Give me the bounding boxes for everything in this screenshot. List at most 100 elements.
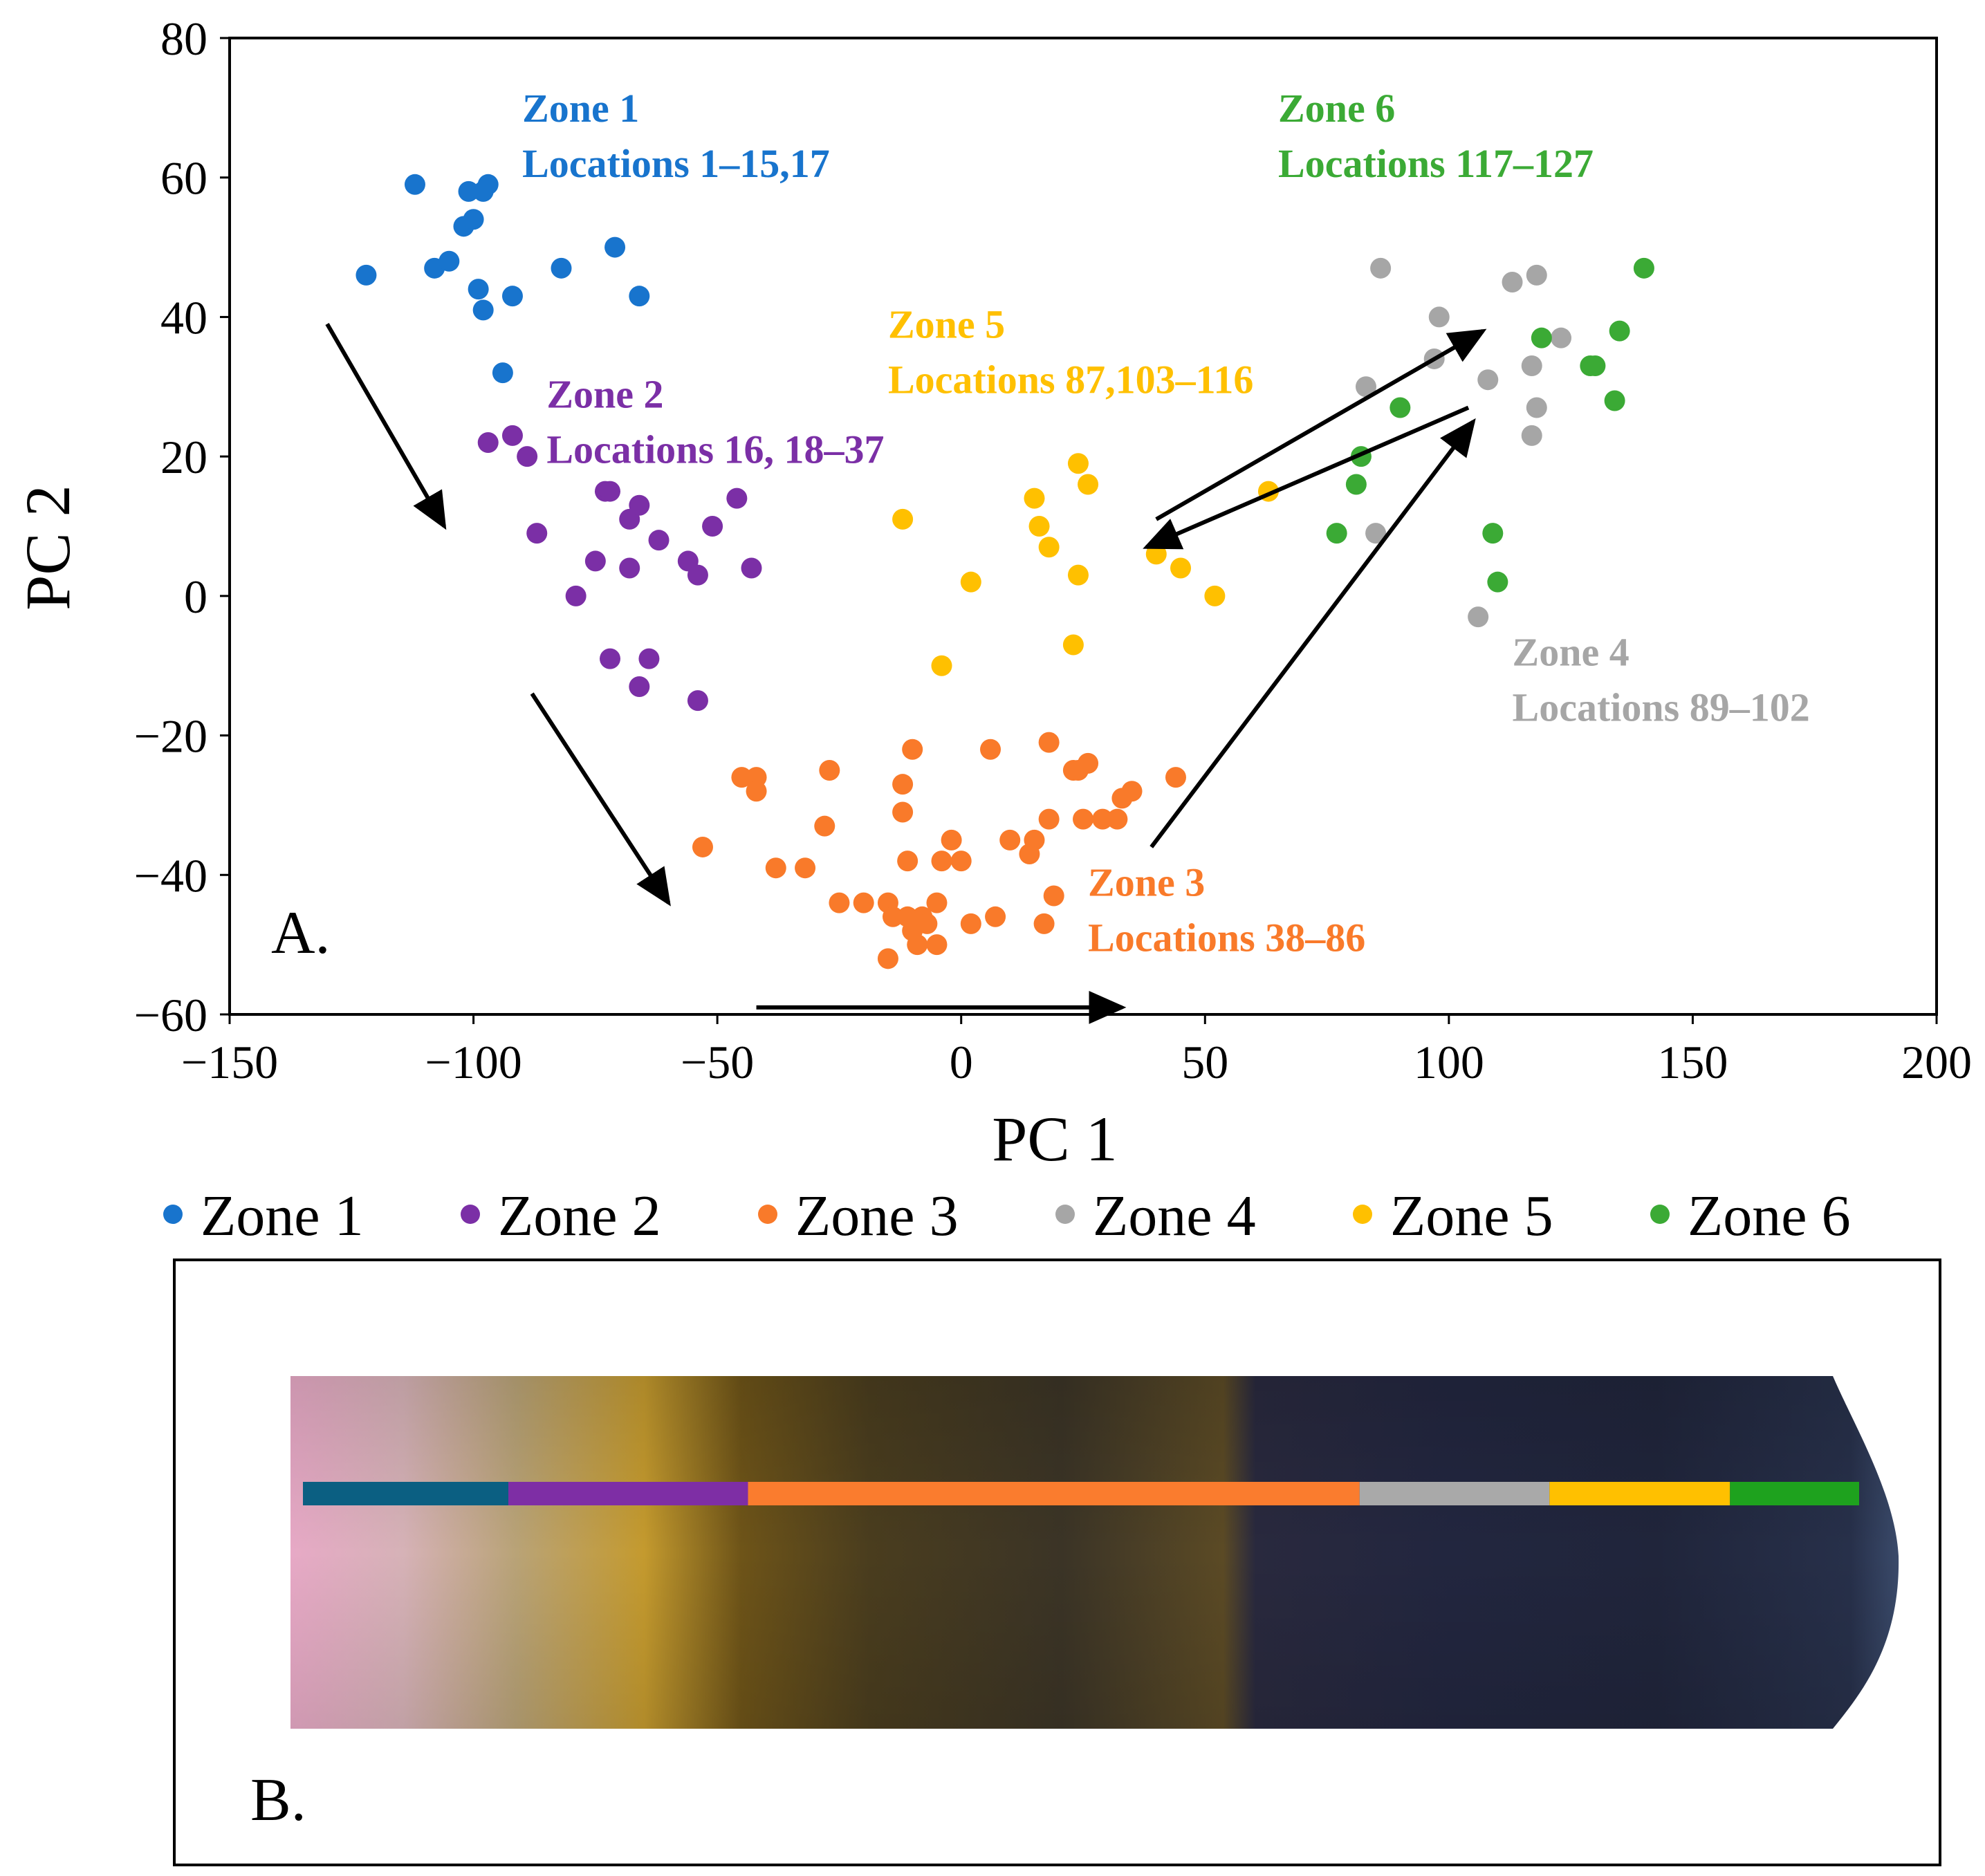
data-point: [765, 857, 786, 879]
data-point: [1038, 537, 1060, 558]
data-point: [463, 209, 484, 230]
sample-photo-shading: [290, 1376, 1899, 1729]
data-point: [1477, 369, 1499, 391]
data-point: [584, 550, 606, 572]
data-point: [1609, 320, 1630, 342]
data-point: [985, 906, 1006, 927]
data-point: [1038, 732, 1060, 753]
data-point: [565, 585, 587, 606]
zone-annotation-locations: Locations 16, 18–37: [546, 427, 884, 472]
data-point: [687, 690, 708, 712]
data-point: [687, 564, 708, 586]
data-point: [1092, 808, 1114, 830]
y-tick-label: −60: [134, 989, 207, 1041]
data-point: [1073, 808, 1093, 830]
data-point: [907, 934, 928, 956]
data-point: [731, 767, 753, 788]
legend: Zone 1 Zone 2 Zone 3 Zone 4 Zone 5 Zone 6: [163, 1184, 1851, 1248]
data-point: [916, 913, 938, 934]
arrow: [1155, 328, 1487, 521]
x-tick-label: −100: [425, 1036, 521, 1088]
data-point: [1170, 557, 1192, 579]
data-point: [1326, 523, 1347, 544]
data-point: [1370, 257, 1392, 279]
data-point: [600, 481, 621, 502]
data-point: [472, 299, 494, 321]
data-point: [1165, 767, 1186, 788]
data-point: [1038, 808, 1060, 830]
arrow: [325, 323, 447, 530]
data-point: [1345, 474, 1367, 495]
legend-label: Zone 5: [1390, 1184, 1553, 1248]
y-tick-label: 20: [160, 431, 207, 483]
legend-marker: [758, 1205, 777, 1224]
legend-label: Zone 3: [795, 1184, 959, 1248]
strip-segment: [1549, 1482, 1730, 1505]
x-tick-label: −50: [681, 1036, 754, 1088]
data-point: [492, 362, 513, 384]
data-point: [356, 264, 377, 286]
data-point: [746, 781, 767, 802]
zone-annotation-title: Zone 5: [888, 302, 1005, 347]
data-point: [1033, 913, 1055, 934]
zone-annotation-title: Zone 6: [1278, 86, 1395, 131]
data-point: [892, 774, 914, 795]
x-tick-label: −150: [181, 1036, 278, 1088]
zone-annotation-locations: Locations 87,103–116: [888, 357, 1254, 402]
strip-segment: [303, 1482, 508, 1505]
data-point: [877, 948, 898, 969]
data-point: [892, 801, 914, 823]
legend-marker: [1650, 1205, 1670, 1224]
trajectory-arrows: [325, 323, 1487, 1024]
data-point: [1502, 272, 1523, 292]
legend-marker: [1055, 1205, 1075, 1224]
data-point: [629, 676, 650, 697]
y-tick-label: 40: [160, 291, 207, 344]
zone-annotation-title: Zone 4: [1513, 630, 1629, 675]
data-point: [438, 250, 460, 272]
data-point: [1482, 523, 1504, 544]
data-point: [1487, 571, 1508, 593]
legend-label: Zone 6: [1688, 1184, 1851, 1248]
x-tick-label: 100: [1414, 1036, 1484, 1088]
x-axis-title: PC 1: [992, 1104, 1118, 1174]
data-point: [629, 494, 650, 516]
data-point: [931, 851, 952, 872]
zone-annotation-locations: Locations 89–102: [1513, 685, 1810, 730]
panel-a: −60 −40 −20 0 20 40 60 80 −150 −100 −50 0 50 100 150 2…: [12, 12, 1972, 1174]
data-point: [1078, 752, 1099, 774]
x-tick-label: 200: [1901, 1036, 1972, 1088]
series-zone-4: [1355, 257, 1572, 628]
data-point: [477, 431, 499, 453]
data-point: [1024, 487, 1045, 509]
x-tick-label: 50: [1181, 1036, 1228, 1088]
data-point: [501, 286, 523, 307]
zone-annotation-title: Zone 1: [522, 86, 639, 131]
data-point: [980, 739, 1001, 760]
data-point: [1121, 781, 1143, 802]
arrow: [1150, 418, 1476, 848]
data-point: [1633, 257, 1654, 279]
legend-marker: [461, 1205, 480, 1224]
data-point: [638, 648, 660, 669]
zone-annotation-title: Zone 3: [1088, 860, 1205, 905]
data-point: [1521, 355, 1542, 377]
data-point: [902, 739, 923, 760]
data-point: [477, 174, 499, 195]
panel-b: B.: [173, 1259, 1941, 1866]
data-point: [726, 487, 748, 509]
data-point: [600, 648, 621, 669]
panel-a-label: A.: [271, 900, 331, 967]
series-zone-1: [356, 174, 650, 384]
data-point: [1521, 425, 1542, 446]
data-point: [1107, 808, 1128, 830]
data-point: [1028, 516, 1050, 537]
data-point: [404, 174, 425, 195]
data-point: [1551, 327, 1572, 349]
data-point: [897, 851, 918, 872]
data-point: [1204, 585, 1226, 606]
data-point: [926, 934, 948, 956]
data-point: [950, 851, 972, 872]
data-point: [1062, 634, 1084, 656]
data-point: [1531, 327, 1552, 349]
